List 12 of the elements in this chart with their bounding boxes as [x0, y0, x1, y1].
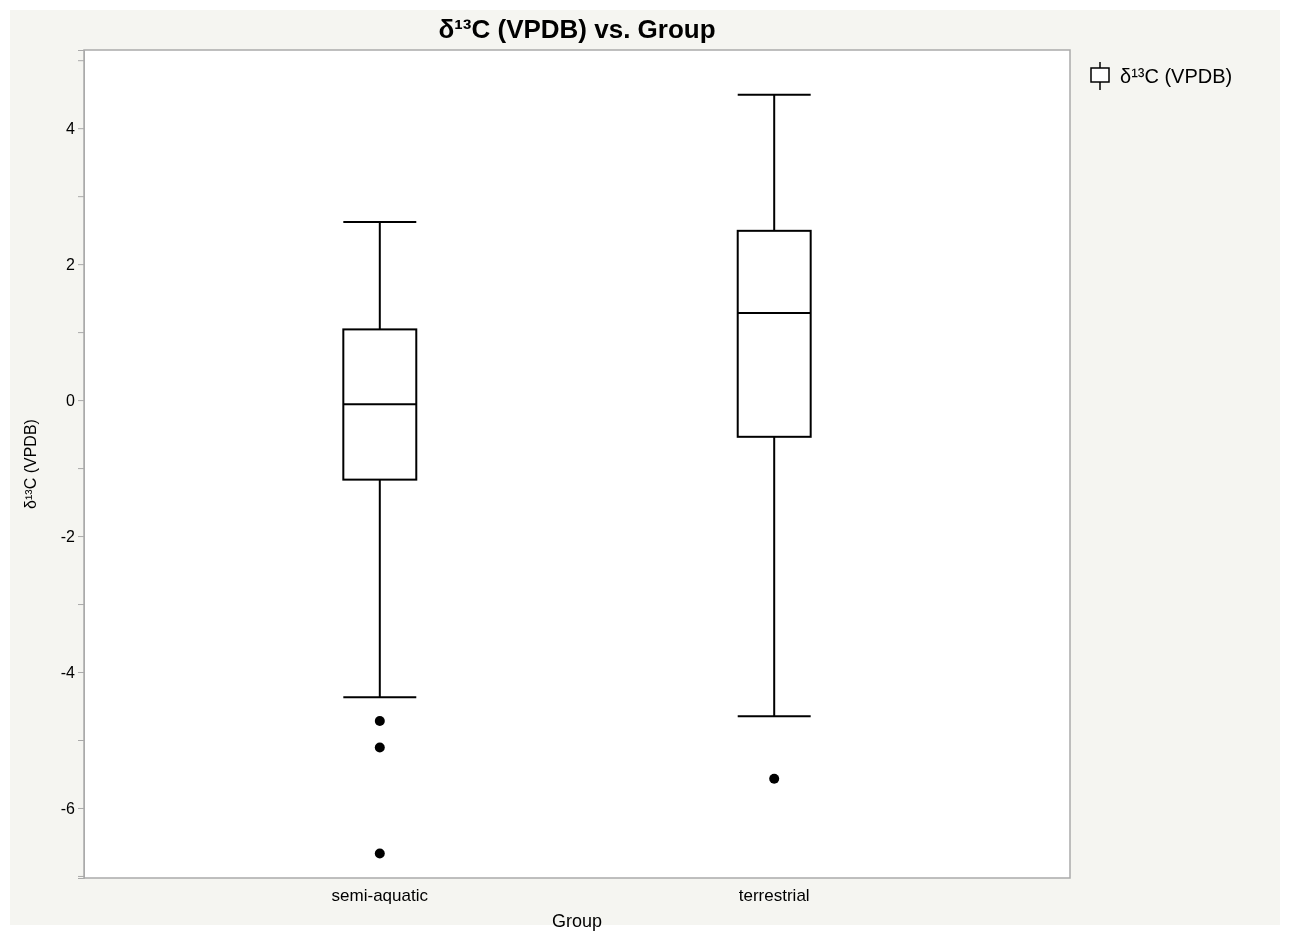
y-tick-label: 0 — [66, 391, 76, 409]
x-axis-title: Group — [551, 911, 603, 931]
y-tick-label: -6 — [60, 799, 76, 817]
y-tick-label: 2 — [66, 255, 76, 273]
y-axis-title: δ¹³C (VPDB) — [22, 419, 39, 509]
y-tick-label: 4 — [66, 119, 76, 137]
chart-title: δ¹³C (VPDB) vs. Group — [438, 14, 716, 44]
legend-label: δ¹³C (VPDB) — [1120, 65, 1233, 87]
x-tick-label: terrestrial — [738, 886, 810, 906]
y-tick-label: -2 — [60, 527, 76, 545]
y-tick-label: -4 — [60, 663, 76, 681]
x-tick-label: semi-aquatic — [331, 886, 429, 906]
